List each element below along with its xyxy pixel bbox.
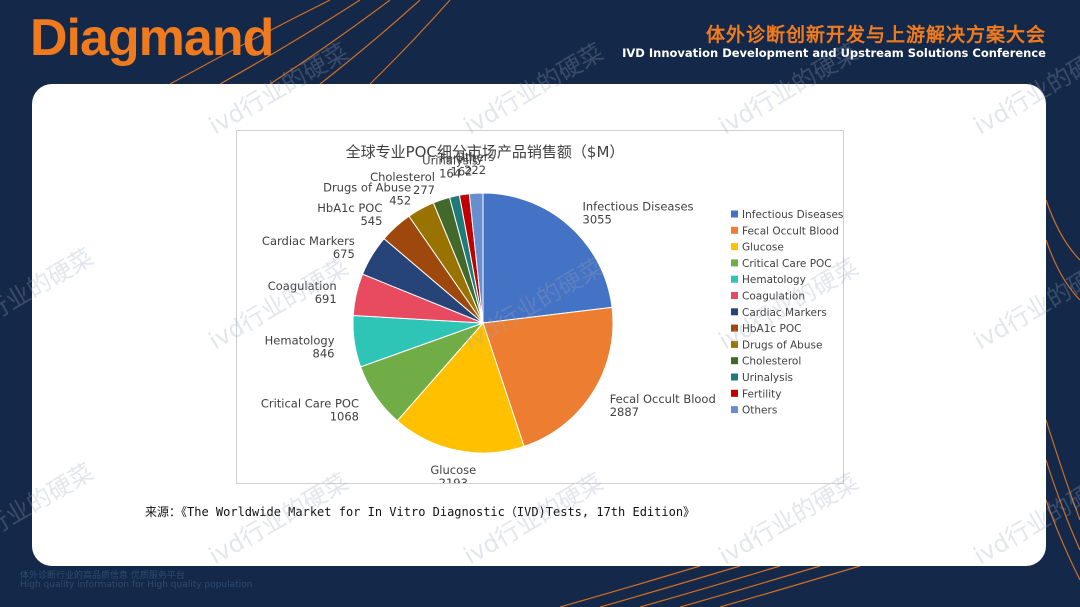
data-label: Others 222 [456, 150, 495, 177]
legend-swatch [731, 373, 738, 381]
data-label: Critical Care POC 1068 [261, 396, 359, 423]
data-label: Drugs of Abuse 452 [323, 180, 411, 207]
legend-entry: Infectious Diseases [742, 209, 843, 221]
data-label: Cardiac Markers 675 [262, 234, 355, 261]
legend-swatch [731, 389, 738, 397]
legend-swatch [731, 243, 738, 251]
legend-entry: Drugs of Abuse [742, 339, 822, 351]
legend-swatch [731, 324, 738, 332]
data-label: Infectious Diseases 3055 [583, 200, 694, 227]
legend-swatch [731, 340, 738, 348]
pie-slice-infectious-diseases [482, 192, 613, 324]
data-label: Hematology 846 [265, 333, 335, 360]
data-label: Fecal Occult Blood 2887 [610, 392, 716, 419]
legend-entry: Glucose [742, 242, 784, 254]
source-note: 来源：《The Worldwide Market for In Vitro Di… [145, 505, 696, 519]
legend-entry: Others [742, 405, 777, 417]
legend-entry: Cholesterol [742, 356, 801, 368]
legend-swatch [731, 210, 738, 218]
data-label: Fertility 162 [440, 152, 483, 179]
chart-title: 全球专业POC细分市场产品销售额（$M） [346, 143, 625, 161]
data-label: Urinalysis 164 [422, 154, 478, 181]
legend-swatch [731, 406, 738, 414]
diagmand-logo: Diagmand [30, 9, 274, 67]
legend-entry: Fecal Occult Blood [742, 225, 839, 237]
legend-swatch [731, 259, 738, 267]
pie-chart: 全球专业POC细分市场产品销售额（$M） Infectious Diseases 3… [261, 143, 843, 483]
legend-swatch [731, 275, 738, 283]
legend-entry: Coagulation [742, 291, 805, 303]
conference-title-cn: 体外诊断创新开发与上游解决方案大会 [705, 24, 1046, 46]
pie-slice-fecal-occult-blood [482, 306, 614, 447]
footer-en: High quality information for High qualit… [20, 580, 253, 590]
data-label: Coagulation 691 [268, 279, 337, 306]
legend-entry: Hematology [742, 274, 806, 286]
legend-entry: Urinalysis [742, 372, 793, 384]
data-label: HbA1c POC 545 [317, 201, 382, 228]
pie-slice-others [468, 192, 484, 324]
legend-swatch [731, 226, 738, 234]
conference-title-en: IVD Innovation Development and Upstream … [622, 46, 1046, 60]
data-label: Cholesterol 277 [370, 170, 435, 197]
legend-swatch [731, 292, 738, 299]
footer-cn: 体外诊断行业的高品质信息 优质服务平台 [20, 571, 185, 581]
legend-entry: Cardiac Markers [742, 307, 827, 319]
legend-entry: HbA1c POC [742, 323, 801, 335]
legend-swatch [731, 308, 738, 316]
legend-entry: Critical Care POC [742, 258, 832, 270]
legend-swatch [731, 357, 738, 365]
legend-entry: Fertility [742, 388, 781, 400]
data-label: Glucose 2193 [430, 463, 476, 483]
pie-chart-frame: 全球专业POC细分市场产品销售额（$M） Infectious Diseases 3… [236, 130, 844, 484]
pie-slice-glucose [396, 322, 525, 454]
